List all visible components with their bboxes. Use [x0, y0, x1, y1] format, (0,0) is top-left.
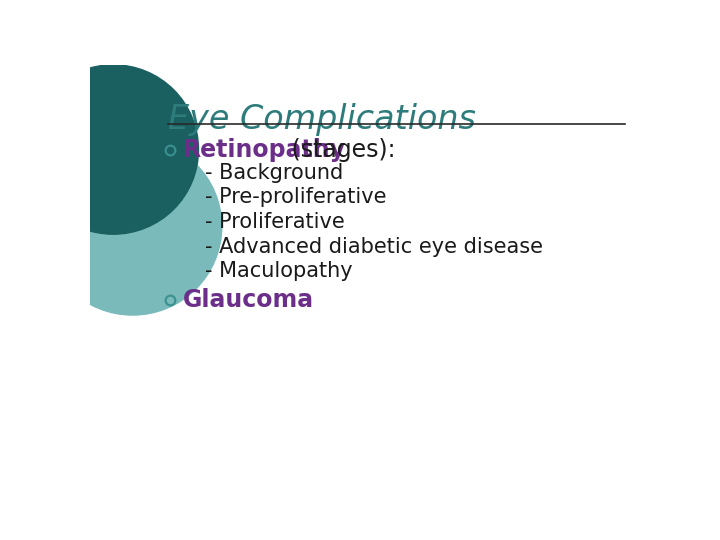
Text: Glaucoma: Glaucoma: [183, 288, 314, 312]
Text: - Advanced diabetic eye disease: - Advanced diabetic eye disease: [204, 237, 543, 256]
Text: - Background: - Background: [204, 163, 343, 183]
Text: Eye Complications: Eye Complications: [168, 103, 475, 136]
Text: - Maculopathy: - Maculopathy: [204, 261, 352, 281]
Text: Retinopathy: Retinopathy: [183, 138, 346, 161]
Text: - Proliferative: - Proliferative: [204, 212, 344, 232]
Text: - Pre-proliferative: - Pre-proliferative: [204, 187, 386, 207]
Circle shape: [28, 65, 199, 234]
Text: (stages):: (stages):: [284, 138, 395, 161]
Circle shape: [43, 138, 222, 315]
